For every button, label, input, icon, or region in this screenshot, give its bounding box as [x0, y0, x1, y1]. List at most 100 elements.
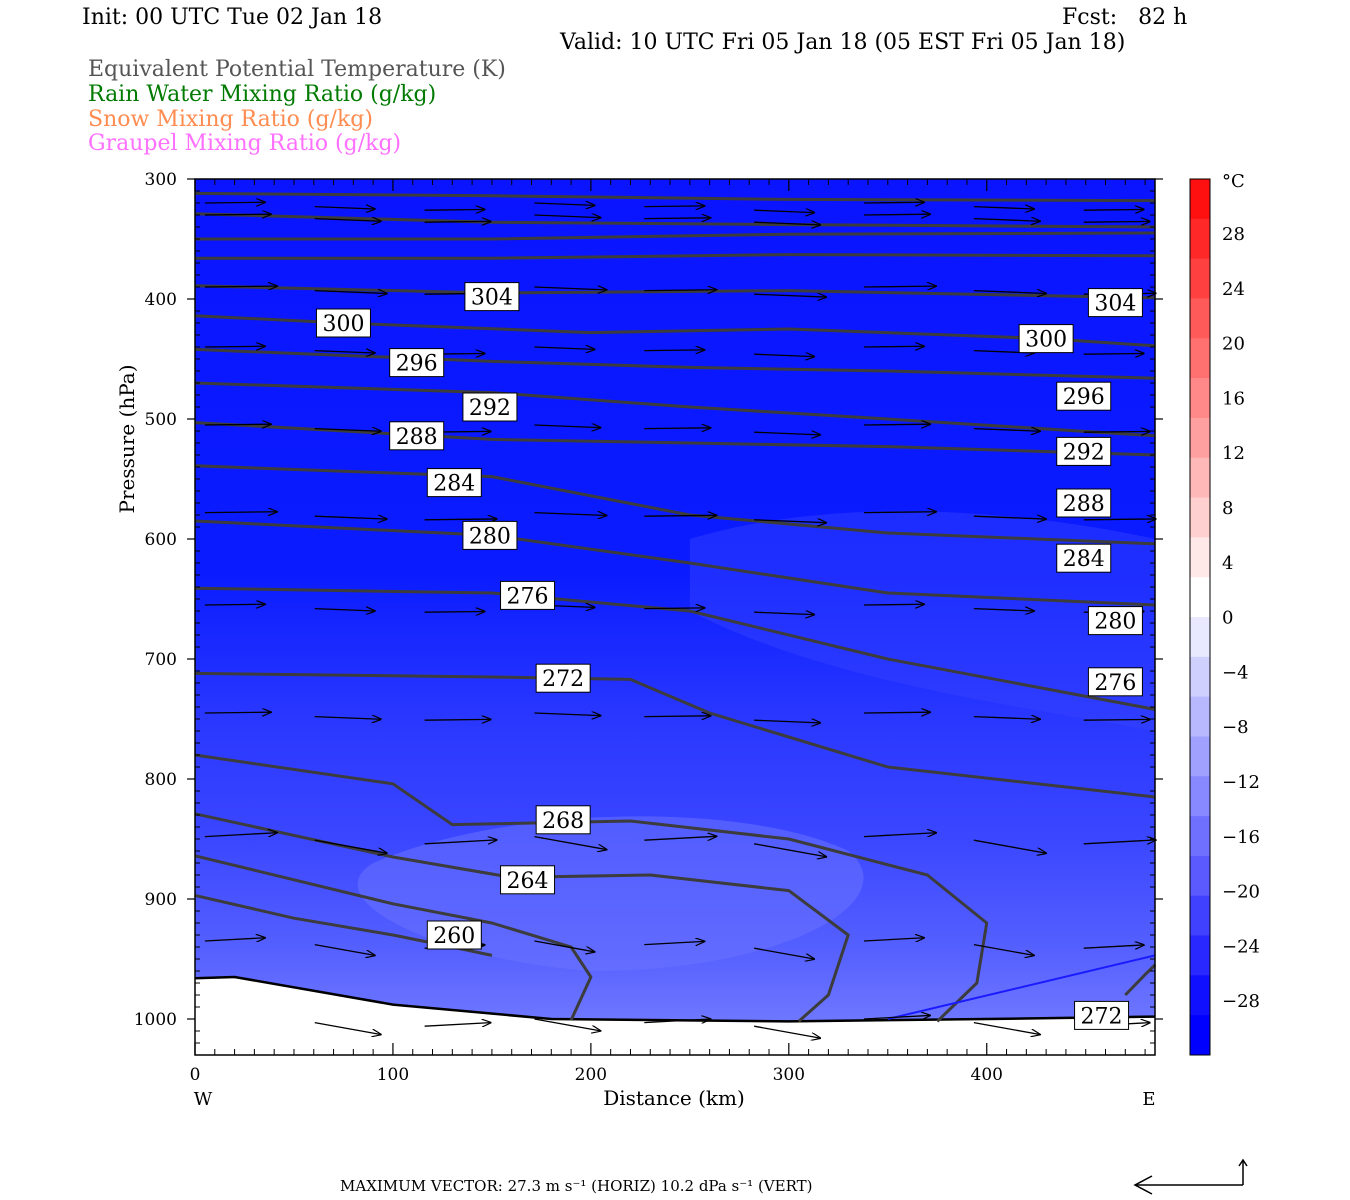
- contour-label-box: [1087, 667, 1143, 697]
- theta-e-contour: [194, 191, 1156, 203]
- wind-vector: [864, 512, 936, 513]
- contour-label-box: [426, 468, 482, 498]
- wind-vector: [973, 1021, 1040, 1035]
- wind-vector: [644, 350, 704, 351]
- wind-vector: [644, 428, 710, 429]
- wind-vector: [864, 604, 924, 605]
- contour-label-box: [1056, 436, 1112, 466]
- contour-label: 260: [433, 924, 475, 949]
- wind-vector: [644, 290, 716, 291]
- theta-e-contour: [194, 464, 1156, 546]
- theta-e-contour: [194, 854, 593, 1021]
- wind-vector: [863, 938, 924, 941]
- x-tick-label: 400: [971, 1065, 1003, 1085]
- contour-label: 288: [396, 425, 438, 450]
- wind-vector: [534, 940, 594, 952]
- forecast-hour: Fcst: 82 h: [1062, 5, 1188, 30]
- wind-vector: [314, 291, 387, 294]
- legend-theta-e: Equivalent Potential Temperature (K): [88, 57, 506, 82]
- wind-vector: [973, 839, 1046, 853]
- colorbar-band: [1190, 378, 1210, 419]
- wind-vector: [424, 1023, 491, 1027]
- colorbar-band: [1190, 855, 1210, 897]
- contour-label-box: [1074, 1000, 1130, 1030]
- wind-vector: [424, 840, 497, 845]
- wind-vector: [973, 609, 1034, 611]
- colorbar-tick-label: −8: [1222, 717, 1249, 738]
- colorbar-tick-label: 8: [1222, 498, 1233, 519]
- colorbar-band: [1190, 656, 1210, 698]
- wind-vector: [644, 941, 704, 944]
- theta-e-contour: [194, 586, 1156, 711]
- wind-vector: [534, 215, 600, 218]
- colorbar-frame: [1189, 178, 1211, 1056]
- wind-vector: [754, 210, 814, 212]
- x-end-label-east: E: [1142, 1089, 1155, 1110]
- wind-vector: [973, 429, 1040, 432]
- wind-vector: [644, 608, 704, 609]
- contour-label: 288: [1063, 492, 1105, 517]
- colorbar-band: [1190, 338, 1210, 379]
- contour-label: 304: [1094, 292, 1136, 317]
- contour-label-box: [1087, 288, 1143, 318]
- contour-label-box: [1056, 543, 1112, 573]
- contour-label-box: [535, 805, 591, 835]
- theta-e-contour: [194, 893, 493, 957]
- legend-graupel: Graupel Mixing Ratio (g/kg): [88, 131, 402, 156]
- contour-label: 300: [322, 312, 364, 337]
- colorbar-tick-label: 4: [1222, 553, 1233, 574]
- y-tick-label: 800: [145, 770, 177, 790]
- wind-vector: [644, 515, 716, 516]
- wind-vector: [754, 612, 814, 614]
- wind-vector: [864, 286, 936, 287]
- x-tick-label: 100: [377, 1065, 409, 1085]
- wind-vector: [314, 351, 375, 353]
- colorbar-tick-label: 0: [1222, 608, 1233, 629]
- colorbar-band: [1190, 298, 1210, 339]
- wind-vector: [754, 222, 820, 225]
- colorbar-band: [1190, 776, 1210, 817]
- wind-vector: [534, 713, 600, 716]
- theta-e-contour: [194, 284, 1156, 300]
- reference-vector-vert-head: [1238, 1158, 1248, 1167]
- blue-contour: [887, 954, 1156, 1020]
- colorbar-tick-label: −16: [1222, 827, 1260, 848]
- contour-label: 272: [1081, 1004, 1123, 1029]
- wind-vector: [204, 604, 265, 605]
- wind-vector: [204, 712, 271, 713]
- wind-vector: [204, 346, 265, 347]
- wind-vector: [973, 717, 1040, 720]
- max-vector-label: MAXIMUM VECTOR: 27.3 m s⁻¹ (HORIZ) 10.2 …: [340, 1177, 812, 1195]
- wind-vector: [1083, 221, 1150, 222]
- wind-vector: [754, 1025, 820, 1038]
- wind-vector: [534, 1018, 600, 1031]
- wind-vector: [644, 206, 704, 207]
- colorbar-tick-label: 16: [1222, 388, 1245, 409]
- contour-label: 292: [1063, 440, 1105, 465]
- wind-vector: [644, 716, 710, 717]
- contour-label-box: [1087, 606, 1143, 636]
- y-tick-label: 600: [145, 530, 177, 550]
- contour-label-box: [426, 920, 482, 950]
- contour-label-box: [500, 580, 556, 610]
- x-tick-label: 300: [773, 1065, 805, 1085]
- contour-label: 304: [471, 286, 513, 311]
- colorbar-band: [1190, 179, 1210, 220]
- wind-vector: [754, 520, 826, 523]
- wind-vector: [754, 947, 814, 959]
- wind-vector: [314, 717, 381, 720]
- init-time: Init: 00 UTC Tue 02 Jan 18: [82, 5, 383, 30]
- terrain-line: [194, 975, 1156, 1023]
- legend-snow: Snow Mixing Ratio (g/kg): [88, 107, 373, 132]
- theta-e-contour: [1124, 963, 1157, 997]
- wind-vector: [314, 839, 387, 853]
- contour-label: 280: [469, 524, 511, 549]
- colorbar-tick-label: 12: [1222, 443, 1245, 464]
- colorbar-band: [1190, 696, 1210, 737]
- wind-vector: [973, 943, 1034, 956]
- temperature-field-band: [689, 511, 1155, 731]
- wind-vector: [314, 1021, 381, 1035]
- theta-e-contour: [194, 753, 989, 1023]
- contour-label: 296: [396, 352, 438, 377]
